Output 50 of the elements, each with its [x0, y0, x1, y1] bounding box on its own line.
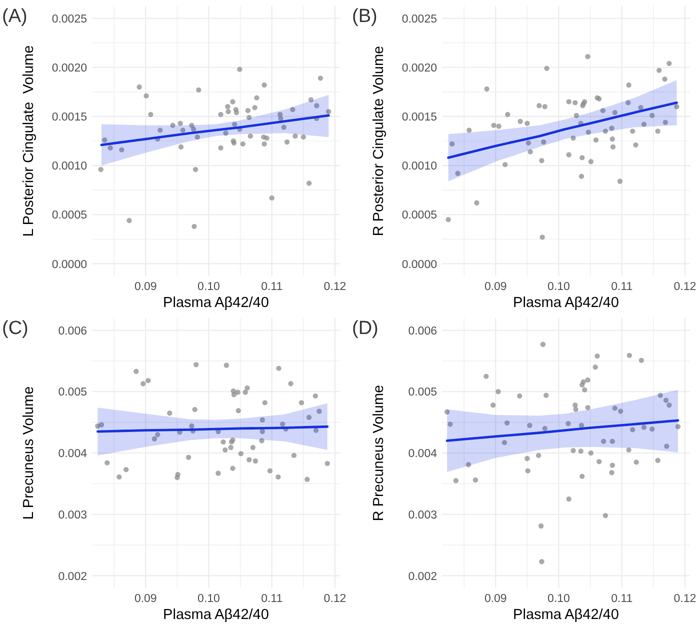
x-tick-label: 0.10 [548, 593, 570, 605]
x-tick-label: 0.10 [548, 281, 570, 293]
y-tick-label: 0.0020 [402, 62, 437, 74]
x-axis-title: Plasma Aβ42/40 [513, 295, 619, 311]
y-axis-title: R Precuneus Volume [371, 384, 387, 522]
chart-title: (A) [2, 6, 28, 27]
x-axis-title: Plasma Aβ42/40 [163, 295, 269, 311]
x-tick-label: 0.09 [134, 281, 157, 293]
chart-title: (B) [352, 6, 378, 27]
x-axis-title: Plasma Aβ42/40 [513, 607, 619, 623]
y-tick-label: 0.003 [58, 509, 87, 522]
y-tick-label: 0.0010 [402, 160, 437, 173]
y-tick-label: 0.0025 [52, 13, 87, 26]
y-tick-label: 0.002 [58, 570, 87, 583]
y-tick-label: 0.0005 [52, 210, 87, 222]
chart-title: (C) [2, 318, 28, 339]
x-tick-label: 0.12 [674, 281, 696, 293]
y-axis-title: L Posterior Cingulate Volume [21, 45, 37, 237]
x-tick-label: 0.09 [134, 593, 157, 605]
x-tick-label: 0.10 [198, 281, 220, 293]
x-tick-label: 0.12 [324, 281, 346, 293]
y-tick-label: 0.0015 [402, 111, 437, 124]
y-tick-label: 0.002 [408, 570, 437, 583]
y-tick-label: 0.005 [58, 386, 87, 399]
y-tick-label: 0.0010 [52, 160, 87, 173]
x-tick-label: 0.09 [484, 281, 507, 293]
x-tick-label: 0.11 [261, 593, 283, 605]
y-tick-label: 0.0000 [52, 258, 87, 271]
y-axis-title: R Posterior Cingulate Volume [371, 46, 387, 236]
x-tick-label: 0.09 [484, 593, 507, 605]
y-tick-label: 0.0005 [402, 210, 437, 222]
x-tick-label: 0.11 [261, 281, 283, 293]
x-axis-title: Plasma Aβ42/40 [163, 607, 269, 623]
x-tick-label: 0.12 [674, 593, 696, 605]
y-tick-label: 0.0000 [402, 258, 437, 271]
x-tick-label: 0.10 [198, 593, 220, 605]
y-tick-label: 0.003 [408, 509, 437, 522]
y-tick-label: 0.004 [408, 448, 438, 460]
x-tick-label: 0.11 [611, 281, 633, 293]
y-tick-label: 0.005 [408, 386, 437, 399]
x-tick-label: 0.12 [324, 593, 346, 605]
y-tick-label: 0.0025 [402, 13, 437, 26]
y-tick-label: 0.004 [58, 448, 88, 460]
y-tick-label: 0.006 [58, 325, 87, 338]
y-axis-title: L Precuneus Volume [21, 386, 37, 520]
chart-title: (D) [352, 318, 378, 339]
y-tick-label: 0.0020 [52, 62, 87, 74]
y-tick-label: 0.006 [408, 325, 437, 338]
x-tick-label: 0.11 [611, 593, 633, 605]
y-tick-label: 0.0015 [52, 111, 87, 124]
